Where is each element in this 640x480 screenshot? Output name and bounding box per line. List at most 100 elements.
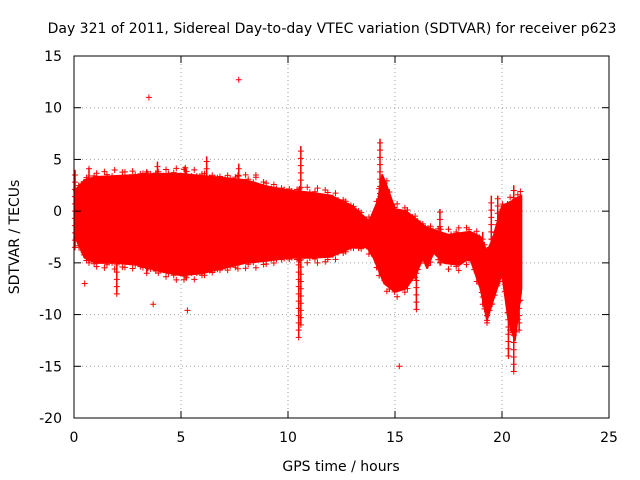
band-edge-marker [247, 253, 254, 260]
spike-marker [235, 187, 242, 194]
spike-marker [85, 252, 92, 259]
spike-marker [143, 270, 150, 277]
spike-marker [154, 185, 161, 192]
band-edge-marker [278, 185, 285, 192]
spike-marker [154, 243, 161, 250]
band-edge-marker [430, 227, 437, 234]
band-edge-marker [347, 202, 354, 209]
band-edge-marker [391, 288, 398, 295]
band-edge-marker [466, 257, 473, 264]
band-edge-marker [168, 176, 175, 183]
spike-marker [235, 245, 242, 252]
spike-marker [154, 163, 161, 170]
band-edge-marker [201, 272, 208, 279]
spike-marker [505, 258, 512, 265]
spike-marker [182, 229, 189, 236]
spike-marker [113, 254, 120, 261]
band-edge-marker [75, 242, 82, 249]
spike-marker [182, 244, 189, 251]
band-edge-marker [455, 224, 462, 231]
band-edge-marker [80, 251, 87, 258]
band-edge-marker [491, 292, 498, 299]
spike-marker [510, 223, 517, 230]
band-edge-marker [406, 276, 413, 283]
spike-marker [516, 211, 523, 218]
spike-marker [516, 196, 523, 203]
spike-marker [413, 306, 420, 313]
spike-marker [143, 212, 150, 219]
band-edge-marker [501, 205, 508, 212]
spike-marker [484, 247, 491, 254]
band-edge-marker [196, 176, 203, 183]
spike-marker [113, 232, 120, 239]
spike-marker [488, 265, 495, 272]
spike-marker [182, 222, 189, 229]
spike-marker [516, 290, 523, 297]
spike-marker [235, 194, 242, 201]
band-edge-marker [132, 172, 139, 179]
y-ticks: 15 10 5 0 -5 -10 -15 -20 [39, 49, 609, 427]
band-edge-marker [222, 263, 229, 270]
spike-marker [413, 255, 420, 262]
spike-marker [510, 230, 517, 237]
spike-marker [72, 200, 79, 207]
spike-marker [203, 172, 210, 179]
band-edge-marker [147, 266, 154, 273]
band-edge-marker [173, 165, 180, 172]
band-edge-marker [255, 183, 262, 190]
spike-marker [203, 158, 210, 165]
band-edge-marker [247, 184, 254, 191]
spike-marker [516, 327, 523, 334]
spike-marker [297, 227, 304, 234]
band-edge-marker [376, 272, 383, 279]
spike-layer [72, 138, 523, 375]
band-edge-marker [268, 255, 275, 262]
spike-marker [297, 278, 304, 285]
band-edge-marker [371, 251, 378, 258]
band-edge-marker [473, 228, 480, 235]
spike-marker [85, 230, 92, 237]
band-edge-marker [229, 258, 236, 265]
spike-marker [154, 207, 161, 214]
spike-marker [377, 212, 384, 219]
spike-marker [235, 180, 242, 187]
band-edge-marker [478, 289, 485, 296]
band-edge-marker [389, 203, 396, 210]
band-edge-marker [304, 259, 311, 266]
spike-marker [113, 196, 120, 203]
band-edge-marker [103, 261, 110, 268]
spike-marker [297, 155, 304, 162]
band-edge-marker [460, 233, 467, 240]
spike-marker [516, 218, 523, 225]
band-edge-marker [91, 260, 98, 267]
spike-marker [510, 296, 517, 303]
spike-marker [505, 323, 512, 330]
spike-marker [203, 245, 210, 252]
spike-marker [154, 170, 161, 177]
band-edge-marker [466, 226, 473, 233]
spike-marker [516, 312, 523, 319]
band-edge-marker [463, 261, 470, 268]
spike-marker [182, 193, 189, 200]
spike-marker [143, 176, 150, 183]
spike-marker [494, 253, 501, 260]
band-edge-marker [371, 211, 378, 218]
spike-marker [377, 205, 384, 212]
spike-marker [203, 194, 210, 201]
band-edge-marker [301, 252, 308, 259]
spike-marker [297, 307, 304, 314]
band-edge-marker [240, 257, 247, 264]
band-edge-marker [196, 266, 203, 273]
spike-marker [235, 216, 242, 223]
band-edge-marker [260, 179, 267, 186]
spike-marker [203, 165, 210, 172]
spike-marker [182, 208, 189, 215]
band-edge-marker [234, 265, 241, 272]
spike-marker [436, 245, 443, 252]
spike-marker [505, 222, 512, 229]
band-edge-marker [327, 248, 334, 255]
band-edge-marker [109, 259, 116, 266]
band-edge-marker [358, 245, 365, 252]
spike-marker [505, 244, 512, 251]
